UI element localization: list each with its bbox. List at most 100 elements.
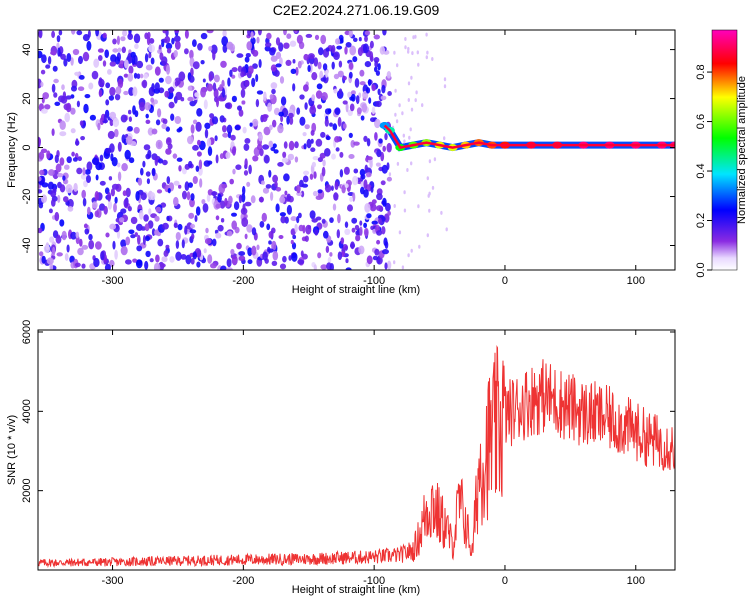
noise-blob <box>66 53 72 62</box>
noise-blob <box>215 154 219 164</box>
noise-blob <box>91 201 98 209</box>
noise-blob <box>65 95 72 100</box>
snr-y-label: SNR (10 * v/v) <box>6 415 18 485</box>
noise-blob <box>347 109 353 117</box>
noise-blob <box>339 169 344 178</box>
noise-blob <box>339 151 344 158</box>
snr-x-tick-label: -100 <box>363 575 385 587</box>
noise-blob <box>386 71 392 79</box>
noise-blob <box>45 64 51 69</box>
noise-blob <box>217 193 222 203</box>
noise-dot <box>414 98 417 103</box>
noise-blob <box>169 256 175 263</box>
noise-blob <box>86 175 91 183</box>
noise-blob <box>127 33 133 40</box>
noise-blob <box>207 160 213 165</box>
noise-blob <box>120 36 126 42</box>
noise-blob <box>334 107 341 115</box>
noise-blob <box>299 179 304 188</box>
noise-blob <box>138 209 144 220</box>
snr-y-tick-label: 2000 <box>21 478 33 502</box>
noise-blob <box>165 148 172 155</box>
noise-blob <box>238 251 246 256</box>
noise-dot <box>417 62 420 67</box>
noise-blob <box>320 264 328 270</box>
noise-blob <box>363 222 367 228</box>
noise-blob <box>148 44 156 53</box>
noise-blob <box>148 86 155 97</box>
noise-blob <box>145 250 151 258</box>
noise-blob <box>127 126 133 132</box>
noise-blob <box>117 47 122 53</box>
noise-blob <box>44 104 51 110</box>
noise-blob <box>192 61 200 70</box>
noise-blob <box>368 97 372 104</box>
noise-blob <box>337 70 344 78</box>
noise-blob <box>136 73 141 79</box>
noise-blob <box>231 95 237 103</box>
noise-blob <box>130 234 136 239</box>
noise-blob <box>378 217 382 225</box>
noise-blob <box>91 157 99 165</box>
noise-blob <box>280 215 287 224</box>
noise-blob <box>132 258 138 263</box>
colorbar-gradient <box>711 29 738 271</box>
noise-blob <box>211 116 219 125</box>
noise-blob <box>64 164 70 170</box>
noise-blob <box>173 222 178 229</box>
noise-blob <box>70 57 74 66</box>
noise-blob <box>211 191 218 196</box>
noise-blob <box>252 49 259 57</box>
noise-blob <box>207 254 213 264</box>
noise-blob <box>275 203 280 213</box>
noise-blob <box>225 267 233 270</box>
noise-blob <box>192 119 198 125</box>
noise-blob <box>319 152 326 159</box>
noise-blob <box>333 51 340 60</box>
noise-blob <box>145 119 151 125</box>
noise-blob <box>329 252 333 257</box>
noise-blob <box>313 57 319 67</box>
noise-blob <box>283 173 290 182</box>
noise-blob <box>236 242 242 250</box>
noise-blob <box>381 84 386 94</box>
noise-blob <box>265 42 272 48</box>
noise-blob <box>53 92 58 98</box>
snr-y-tick-label: 6000 <box>21 320 33 344</box>
noise-blob <box>245 53 251 58</box>
noise-blob <box>72 157 78 162</box>
noise-blob <box>184 225 188 235</box>
noise-blob <box>174 40 181 50</box>
noise-blob <box>186 191 191 201</box>
noise-blob <box>66 244 70 253</box>
noise-blob <box>185 254 192 265</box>
noise-blob <box>149 258 154 263</box>
noise-blob <box>110 54 117 63</box>
noise-blob <box>212 50 216 61</box>
spectrogram-y-tick-label: 40 <box>21 43 33 55</box>
noise-blob <box>364 35 368 43</box>
noise-blob <box>209 113 215 119</box>
noise-blob <box>268 140 274 148</box>
noise-blob <box>79 238 83 247</box>
noise-dot <box>403 190 406 195</box>
noise-blob <box>59 219 65 227</box>
noise-blob <box>249 122 253 127</box>
snr-y-tick-label: 4000 <box>21 399 33 423</box>
noise-blob <box>353 141 360 146</box>
noise-blob <box>107 69 112 75</box>
noise-blob <box>155 139 163 150</box>
noise-blob <box>333 192 339 201</box>
noise-blob <box>38 189 43 194</box>
noise-blob <box>338 60 343 68</box>
noise-blob <box>112 240 116 250</box>
noise-blob <box>76 167 83 175</box>
noise-dot <box>426 233 429 238</box>
noise-blob <box>83 180 88 188</box>
noise-blob <box>283 42 290 49</box>
noise-blob <box>197 139 201 146</box>
noise-blob <box>336 229 340 239</box>
noise-dot <box>393 50 396 55</box>
noise-blob <box>88 82 94 90</box>
noise-blob <box>120 114 128 123</box>
